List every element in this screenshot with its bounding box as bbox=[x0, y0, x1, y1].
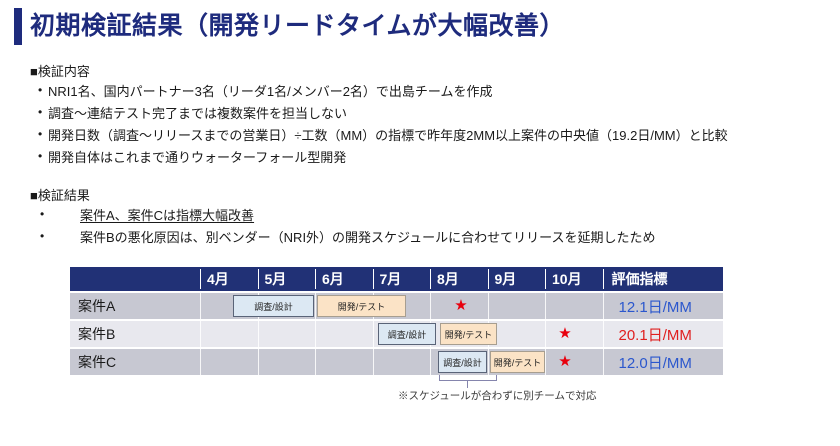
result-section-heading: ■検証結果 bbox=[30, 188, 90, 203]
bullet-icon: • bbox=[38, 149, 43, 163]
month-cell bbox=[315, 349, 373, 375]
header-cell-month: 7月 bbox=[372, 269, 431, 289]
release-star-icon: ★ bbox=[558, 325, 572, 342]
title-accent-bar bbox=[14, 8, 22, 45]
month-cell bbox=[545, 293, 603, 319]
month-cell bbox=[372, 349, 431, 375]
table-row: 案件A 12.1日/MM 調査/設計 開発/テスト ★ bbox=[70, 293, 723, 319]
metric-value: 20.1日/MM bbox=[602, 321, 724, 347]
release-star-icon: ★ bbox=[558, 353, 572, 370]
list-item: • 案件A、案件Cは指標大幅改善 bbox=[30, 203, 656, 225]
bullet-text: 調査～連結テスト完了までは複数案件を担当しない bbox=[48, 105, 348, 121]
release-star-icon: ★ bbox=[454, 297, 468, 314]
header-cell-month: 9月 bbox=[487, 269, 546, 289]
header-cell-month: 4月 bbox=[200, 269, 258, 289]
bullet-icon: • bbox=[38, 83, 43, 97]
bullet-text-underlined: 案件A、案件Cは指標大幅改善 bbox=[80, 207, 255, 223]
bullet-text: 開発日数（調査～リリースまでの営業日）÷工数（MM）の指標で昨年度2MM以上案件… bbox=[48, 127, 728, 143]
month-cell bbox=[257, 321, 316, 347]
table-row: 案件C 12.0日/MM 調査/設計 開発/テスト ★ bbox=[70, 349, 723, 375]
result-bullet-list: • 案件A、案件Cは指標大幅改善 • 案件Bの悪化原因は、別ベンダー（NRI外）… bbox=[30, 203, 656, 247]
month-cell bbox=[315, 293, 373, 319]
bullet-text: 案件Bの悪化原因は、別ベンダー（NRI外）の開発スケジュールに合わせてリリースを… bbox=[80, 229, 656, 245]
row-label: 案件A bbox=[78, 298, 116, 314]
bullet-icon: • bbox=[38, 127, 43, 141]
gantt-bar-dev-test: 開発/テスト bbox=[440, 323, 497, 345]
gantt-bar-dev-test: 開発/テスト bbox=[317, 295, 406, 317]
month-cell bbox=[430, 293, 488, 319]
month-cell bbox=[372, 321, 431, 347]
month-cell bbox=[257, 349, 316, 375]
underbrace-shape bbox=[439, 375, 497, 381]
content-bullet-list: • NRI1名、国内パートナー3名（リーダ1名/メンバー2名）で出島チームを作成… bbox=[30, 79, 728, 167]
header-cell-month: 8月 bbox=[430, 269, 488, 289]
month-cell bbox=[545, 349, 603, 375]
gantt-bar-survey-design: 調査/設計 bbox=[438, 351, 487, 373]
list-item: • 開発日数（調査～リリースまでの営業日）÷工数（MM）の指標で昨年度2MM以上… bbox=[30, 123, 728, 145]
metric-value: 12.1日/MM bbox=[602, 293, 724, 319]
gantt-bar-survey-design: 調査/設計 bbox=[233, 295, 314, 317]
bullet-icon: • bbox=[40, 229, 45, 243]
page-title: 初期検証結果（開発リードタイムが大幅改善） bbox=[30, 12, 566, 40]
header-cell-month: 10月 bbox=[545, 269, 603, 289]
bullet-icon: • bbox=[38, 105, 43, 119]
list-item: • 調査～連結テスト完了までは複数案件を担当しない bbox=[30, 101, 728, 123]
header-cell-metric: 評価指標 bbox=[602, 269, 724, 289]
month-cell bbox=[487, 349, 546, 375]
month-cell bbox=[545, 321, 603, 347]
row-label: 案件B bbox=[78, 326, 116, 342]
header-cell-month: 6月 bbox=[315, 269, 373, 289]
month-cell bbox=[200, 349, 258, 375]
month-cell bbox=[315, 321, 373, 347]
gantt-bar-survey-design: 調査/設計 bbox=[378, 323, 436, 345]
footnote: ※スケジュールが合わずに別チームで対応 bbox=[398, 390, 597, 402]
month-cell bbox=[200, 321, 258, 347]
list-item: • NRI1名、国内パートナー3名（リーダ1名/メンバー2名）で出島チームを作成 bbox=[30, 79, 728, 101]
gantt-bar-dev-test: 開発/テスト bbox=[490, 351, 545, 373]
bullet-text: 開発自体はこれまで通りウォーターフォール型開発 bbox=[48, 149, 347, 165]
table-row: 案件B 20.1日/MM 調査/設計 開発/テスト ★ bbox=[70, 321, 723, 347]
list-item: • 案件Bの悪化原因は、別ベンダー（NRI外）の開発スケジュールに合わせてリリー… bbox=[30, 225, 656, 247]
month-cell bbox=[200, 293, 258, 319]
header-cell-month: 5月 bbox=[257, 269, 316, 289]
bullet-icon: • bbox=[40, 207, 45, 221]
month-cell bbox=[487, 293, 546, 319]
gantt-table: 4月 5月 6月 7月 8月 9月 10月 評価指標 案件A 12.1日/MM … bbox=[70, 267, 723, 375]
metric-value: 12.0日/MM bbox=[602, 349, 724, 375]
underbrace-tick bbox=[467, 381, 468, 388]
content-section-heading: ■検証内容 bbox=[30, 64, 90, 79]
month-cell bbox=[430, 349, 488, 375]
row-label: 案件C bbox=[78, 354, 117, 370]
list-item: • 開発自体はこれまで通りウォーターフォール型開発 bbox=[30, 145, 728, 167]
table-header-row: 4月 5月 6月 7月 8月 9月 10月 評価指標 bbox=[70, 267, 723, 291]
bullet-text: NRI1名、国内パートナー3名（リーダ1名/メンバー2名）で出島チームを作成 bbox=[48, 83, 493, 99]
